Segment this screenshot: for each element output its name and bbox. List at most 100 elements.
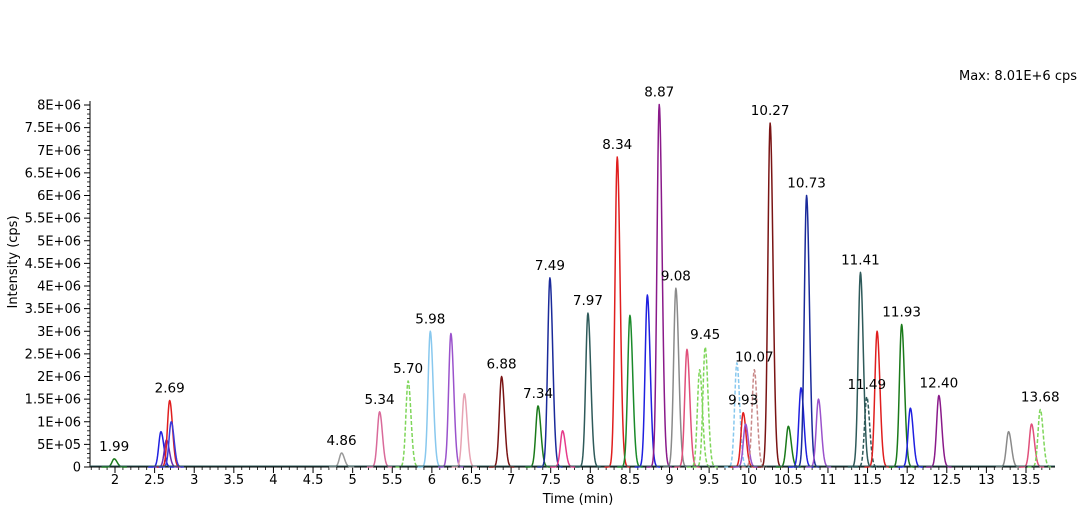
x-tick-label: 12 <box>899 473 916 488</box>
peak-label: 12.40 <box>920 376 959 392</box>
peak-traces <box>90 103 1055 468</box>
x-tick-label: 8.5 <box>620 473 641 488</box>
y-tick-label: 2E+06 <box>37 370 81 385</box>
x-tick-label: 13 <box>978 473 995 488</box>
peak-trace <box>847 271 874 468</box>
peak-trace <box>805 398 832 468</box>
peak-trace <box>147 430 174 468</box>
peak-label: 13.68 <box>1021 390 1060 406</box>
peak-label: 11.93 <box>882 304 921 320</box>
peak-trace <box>646 103 673 468</box>
y-tick-label: 3E+06 <box>37 325 81 340</box>
y-tick-label: 6E+06 <box>37 189 81 204</box>
x-tick-label: 3.5 <box>223 473 244 488</box>
peak-label: 9.45 <box>690 327 720 343</box>
x-tick-label: 11.5 <box>853 473 882 488</box>
peak-label: 10.07 <box>735 350 774 366</box>
peak-label: 7.97 <box>573 293 603 309</box>
peak-trace <box>437 332 464 468</box>
y-tick-label: 7E+06 <box>37 144 81 159</box>
x-tick-label: 12.5 <box>932 473 961 488</box>
x-tick-label: 9 <box>665 473 673 488</box>
peak-trace <box>366 411 393 468</box>
peak-trace <box>723 362 750 468</box>
x-tick-label: 10.5 <box>774 473 803 488</box>
peak-trace <box>417 330 444 468</box>
x-tick-label: 3 <box>190 473 198 488</box>
peak-trace <box>328 452 355 468</box>
y-tick-label: 5.5E+06 <box>25 212 81 227</box>
peak-trace <box>793 194 820 468</box>
peak-trace <box>616 314 643 468</box>
y-tick-label: 5E+05 <box>37 438 81 453</box>
peak-trace <box>662 287 689 468</box>
x-tick-label: 6.5 <box>461 473 482 488</box>
peak-trace <box>864 330 891 468</box>
x-tick-label: 13.5 <box>1012 473 1041 488</box>
peak-label: 5.34 <box>365 392 395 408</box>
y-tick-label: 1.5E+06 <box>25 393 81 408</box>
peak-trace <box>1027 408 1054 468</box>
peak-label: 9.93 <box>728 393 758 409</box>
peak-labels: 1.99 2.69 4.86 5.34 5.70 5.98 6.88 7.34 7.49 7.97… <box>99 85 1059 455</box>
peak-label: 4.86 <box>327 433 357 449</box>
peak-trace <box>488 375 515 468</box>
peak-label: 9.08 <box>661 268 691 284</box>
max-intensity-label: Max: 8.01E+6 cps <box>959 69 1077 84</box>
x-tick-label: 6 <box>428 473 436 488</box>
x-tick-label: 9.5 <box>699 473 720 488</box>
x-tick-label: 4.5 <box>303 473 324 488</box>
peak-trace <box>549 430 576 468</box>
peak-label: 10.73 <box>787 176 826 192</box>
peak-label: 10.27 <box>751 103 790 119</box>
peak-trace <box>995 430 1022 468</box>
y-axis-title: Intensity (cps) <box>6 215 21 308</box>
peak-trace <box>101 458 128 468</box>
y-tick-label: 2.5E+06 <box>25 347 81 362</box>
y-tick-label: 0 <box>73 461 81 476</box>
peak-trace <box>888 323 915 468</box>
peak-trace <box>604 156 631 468</box>
y-tick-label: 6.5E+06 <box>25 166 81 181</box>
x-tick-label: 5 <box>349 473 357 488</box>
x-tick-label: 2 <box>111 473 119 488</box>
peak-label: 7.49 <box>535 258 565 274</box>
peak-label: 11.49 <box>847 377 886 393</box>
peak-label: 8.87 <box>644 85 674 101</box>
x-tick-label: 8 <box>586 473 594 488</box>
y-tick-label: 8E+06 <box>37 99 81 114</box>
peak-trace <box>574 312 601 468</box>
peak-label: 8.34 <box>602 137 632 153</box>
x-tick-label: 10 <box>740 473 757 488</box>
peak-trace <box>673 348 700 468</box>
x-tick-label: 2.5 <box>144 473 165 488</box>
y-tick-label: 4.5E+06 <box>25 257 81 272</box>
x-tick-label: 4 <box>269 473 277 488</box>
y-tick-label: 4E+06 <box>37 280 81 295</box>
peak-label: 11.41 <box>841 252 880 268</box>
peak-label: 5.70 <box>393 361 423 377</box>
peak-label: 7.34 <box>523 386 553 402</box>
peak-label: 6.88 <box>487 357 517 373</box>
x-axis-title: Time (min) <box>542 492 614 507</box>
peak-label: 1.99 <box>99 439 129 455</box>
peak-label: 2.69 <box>155 380 185 396</box>
x-tick-label: 11 <box>820 473 837 488</box>
y-tick-label: 7.5E+06 <box>25 121 81 136</box>
peak-trace <box>757 122 784 468</box>
x-tick-label: 7 <box>507 473 515 488</box>
x-tick-label: 5.5 <box>382 473 403 488</box>
y-tick-label: 1E+06 <box>37 415 81 430</box>
x-tick-label: 7.5 <box>540 473 561 488</box>
peak-trace <box>741 368 768 468</box>
y-tick-label: 5E+06 <box>37 234 81 249</box>
peak-trace <box>925 394 952 468</box>
y-tick-label: 3.5E+06 <box>25 302 81 317</box>
peak-trace <box>1018 423 1045 468</box>
peak-trace <box>536 277 563 468</box>
peak-trace <box>897 407 924 468</box>
axes: 0 5E+05 1E+06 1.5E+06 2E+06 2.5E+06 3E+06 3.5E+… <box>25 99 1055 488</box>
peak-trace <box>395 380 422 468</box>
peak-label: 5.98 <box>415 311 445 327</box>
